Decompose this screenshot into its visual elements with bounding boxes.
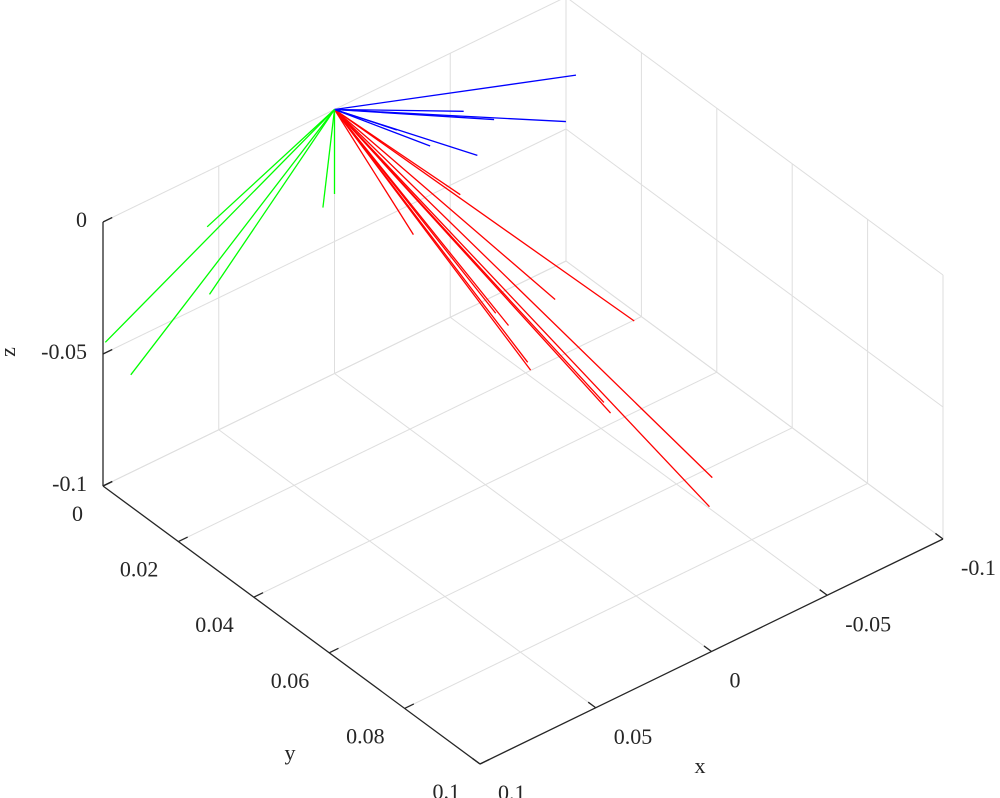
z-tick xyxy=(102,348,113,355)
x-tick-label: -0.05 xyxy=(845,611,891,636)
x-tick-label: -0.1 xyxy=(961,555,996,580)
x-tick-label: 0.05 xyxy=(614,724,653,749)
grid-line xyxy=(449,316,828,596)
y-tick xyxy=(328,647,339,654)
x-tick-label: 0.1 xyxy=(498,780,526,798)
grid-line xyxy=(102,128,567,355)
y-tick xyxy=(479,758,490,765)
axes: -0.1 -0.05 0 0 0.02 0.04 0.06 0.08 0.1 -0.1 -0.05 0… xyxy=(41,207,996,798)
y-tick xyxy=(178,536,188,543)
grid-line xyxy=(334,373,712,652)
y-tick-label: 0 xyxy=(72,501,83,526)
grid-line xyxy=(102,260,567,487)
grid-line xyxy=(569,0,944,276)
line xyxy=(334,108,461,196)
line xyxy=(206,109,335,228)
grid xyxy=(102,0,944,765)
z-tick-label: -0.05 xyxy=(41,339,87,364)
x-tick xyxy=(819,589,828,596)
line xyxy=(208,109,336,295)
grid-line xyxy=(178,316,642,543)
y-axis-label: y xyxy=(285,740,296,765)
line xyxy=(333,109,414,235)
y-tick-label: 0.02 xyxy=(120,557,159,582)
z-axis-label: z xyxy=(0,347,20,357)
grid-line xyxy=(404,482,868,709)
x-tick xyxy=(587,701,597,709)
line xyxy=(334,108,635,322)
z-tick xyxy=(102,216,113,223)
y-tick-label: 0.08 xyxy=(346,723,385,748)
x-tick-label: 0 xyxy=(730,668,741,693)
x-tick xyxy=(472,757,481,765)
y-tick-label: 0.1 xyxy=(433,779,461,798)
line xyxy=(334,109,713,479)
x-tick xyxy=(703,645,712,653)
line xyxy=(322,109,336,208)
x-tick xyxy=(935,532,944,540)
x-axis-label: x xyxy=(695,753,706,778)
z-tick-label: 0 xyxy=(76,207,87,232)
y-tick xyxy=(102,480,113,487)
line xyxy=(334,109,556,301)
line xyxy=(334,108,431,147)
grid-line xyxy=(218,429,597,709)
grid-line xyxy=(253,371,718,598)
line xyxy=(130,109,336,376)
line xyxy=(334,109,710,508)
grid-line xyxy=(328,427,793,654)
y-tick xyxy=(253,592,264,598)
plot-area xyxy=(104,74,713,508)
y-tick xyxy=(404,703,415,709)
line xyxy=(334,108,464,112)
grid-line xyxy=(565,128,944,408)
line xyxy=(333,109,529,363)
line xyxy=(334,109,605,403)
line xyxy=(334,108,398,131)
y-tick-label: 0.04 xyxy=(195,612,234,637)
y-tick-label: 0.06 xyxy=(271,668,310,693)
line xyxy=(104,109,335,343)
line xyxy=(334,108,495,121)
line xyxy=(333,109,497,314)
line xyxy=(334,74,577,111)
grid-line xyxy=(565,260,944,540)
z-tick-label: -0.1 xyxy=(52,471,87,496)
y-axis xyxy=(102,485,481,765)
